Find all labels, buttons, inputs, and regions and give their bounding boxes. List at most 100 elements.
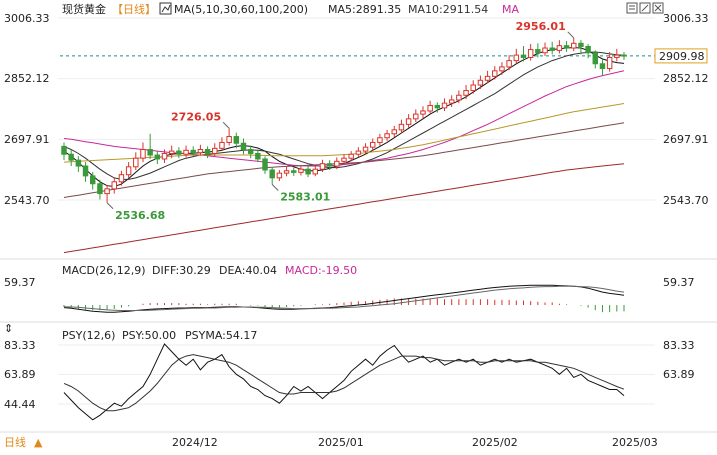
psy-value: PSY:50.00 <box>122 329 176 342</box>
ma-line-ma5 <box>63 47 625 188</box>
candle <box>571 42 577 49</box>
x-tick-label: 2025/01 <box>318 436 364 449</box>
candle <box>305 168 311 175</box>
candle <box>470 84 476 92</box>
candle <box>326 163 333 167</box>
candle <box>578 42 584 47</box>
annotation-leader <box>222 121 230 129</box>
psy-y-tick-right: 83.33 <box>663 339 695 352</box>
candle <box>456 94 462 101</box>
psy-y-tick-right: 63.89 <box>663 368 695 381</box>
candle <box>276 172 283 179</box>
current-price-marker: 2909.98 <box>60 48 708 64</box>
candle <box>312 168 319 175</box>
candle <box>441 102 448 109</box>
candle <box>240 142 247 151</box>
candle <box>262 158 268 171</box>
candle <box>269 169 275 179</box>
price-annotations: 2956.01 2726.05 2583.01 2536.68 <box>106 20 575 222</box>
candle <box>82 165 89 177</box>
candle <box>68 153 74 161</box>
candle <box>147 149 153 156</box>
candles <box>61 37 627 203</box>
candle <box>247 149 254 154</box>
macd-y-tick-right: 59.37 <box>663 276 695 289</box>
x-tick-label: 2025/02 <box>472 436 518 449</box>
psyma-value: PSYMA:54.17 <box>185 329 257 342</box>
candle <box>434 104 441 109</box>
annotation-leader <box>271 184 279 191</box>
candle <box>104 188 110 195</box>
close-icon[interactable] <box>652 2 664 14</box>
macd-dea-value: DEA:40.04 <box>219 264 277 277</box>
candle <box>176 150 182 155</box>
candle <box>255 152 261 160</box>
psy-label[interactable]: PSY(12,6) <box>62 329 115 342</box>
candle <box>606 56 613 69</box>
settings-icon[interactable] <box>626 2 638 14</box>
candle <box>535 49 541 54</box>
psy-line-psyma <box>63 354 625 412</box>
candle <box>298 168 304 173</box>
candle <box>111 181 117 190</box>
psy-y-tick: 63.89 <box>4 368 36 381</box>
candle <box>448 99 455 104</box>
candle <box>563 45 570 49</box>
candle <box>168 150 175 154</box>
candle <box>291 170 297 173</box>
footer-period-label[interactable]: 日线 <box>4 435 26 449</box>
macd-macd-value: MACD:-19.50 <box>285 264 357 277</box>
candle <box>592 52 599 65</box>
candle <box>118 174 125 183</box>
x-tick-label: 2025/03 <box>612 436 658 449</box>
ma-line-ma30 <box>63 70 625 167</box>
panel-drag-icon[interactable]: ⇕ <box>4 322 13 335</box>
annotation-label: 2726.05 <box>171 110 221 123</box>
psy-y-tick: 44.44 <box>4 398 36 411</box>
candle <box>398 123 405 131</box>
candle <box>334 160 340 167</box>
instrument-name: 现货黄金 <box>62 2 106 16</box>
caret-up-icon[interactable]: ▲ <box>34 436 43 449</box>
candle <box>369 141 376 148</box>
candle <box>348 153 354 159</box>
candle <box>585 45 591 54</box>
macd-y-tick: 59.37 <box>4 276 36 289</box>
y-tick-label: 3006.33 <box>4 12 50 25</box>
ma-line-ma10 <box>63 51 625 180</box>
candle <box>233 136 240 144</box>
macd-label[interactable]: MACD(26,12,9) <box>62 264 146 277</box>
candle <box>219 141 225 149</box>
ma5-value: MA5:2891.35 <box>328 3 401 16</box>
ma-more-label: MA <box>502 3 519 16</box>
ma-params-label[interactable]: MA(5,10,30,60,100,200) <box>174 3 308 16</box>
candle <box>125 166 132 176</box>
current-price-label: 2909.98 <box>659 50 705 63</box>
candle <box>527 49 534 58</box>
candle <box>140 149 146 159</box>
candle <box>520 54 527 58</box>
macd-diff-value: DIFF:30.29 <box>152 264 211 277</box>
candle <box>283 170 290 174</box>
candle <box>420 110 426 115</box>
annotation-label: 2583.01 <box>280 191 330 204</box>
ma-line-ma200 <box>63 163 625 254</box>
candle <box>61 145 67 155</box>
candle <box>97 183 103 195</box>
candle <box>463 90 469 96</box>
fullscreen-icon[interactable] <box>639 2 651 14</box>
collapse-icon[interactable] <box>159 2 172 15</box>
candle <box>161 152 168 160</box>
psy-y-tick: 83.33 <box>4 339 36 352</box>
candle <box>549 47 555 51</box>
psy-plot <box>58 343 655 421</box>
candle <box>513 54 520 62</box>
candle <box>154 154 161 160</box>
period-label[interactable]: 【日线】 <box>112 2 156 16</box>
candle <box>190 149 196 154</box>
y-tick-label: 2543.70 <box>4 194 50 207</box>
candle <box>204 149 211 154</box>
macd-plot <box>63 284 625 313</box>
